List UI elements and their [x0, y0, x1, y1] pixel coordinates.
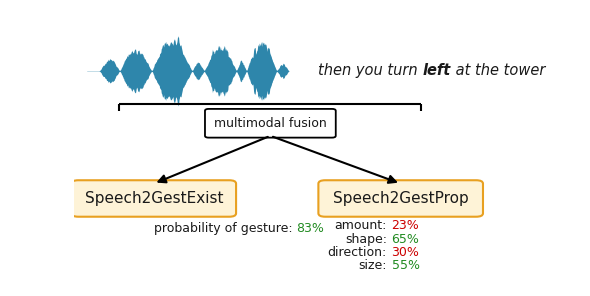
Text: Speech2GestProp: Speech2GestProp	[333, 191, 468, 206]
Text: then you turn: then you turn	[319, 63, 422, 78]
Text: Speech2GestExist: Speech2GestExist	[84, 191, 223, 206]
Text: left: left	[422, 63, 451, 78]
Text: size:: size:	[359, 259, 387, 272]
Text: amount:: amount:	[335, 219, 387, 232]
Text: 30%: 30%	[392, 246, 419, 259]
Text: direction:: direction:	[327, 246, 387, 259]
Text: 55%: 55%	[392, 259, 419, 272]
Text: 65%: 65%	[392, 233, 419, 246]
Text: shape:: shape:	[345, 233, 387, 246]
Text: 83%: 83%	[296, 222, 325, 235]
FancyBboxPatch shape	[319, 180, 483, 217]
Text: at the tower: at the tower	[451, 63, 545, 78]
Text: multimodal fusion: multimodal fusion	[214, 117, 327, 130]
Text: probability of gesture:: probability of gesture:	[154, 222, 296, 235]
FancyBboxPatch shape	[205, 109, 336, 138]
Text: 23%: 23%	[392, 219, 419, 232]
FancyBboxPatch shape	[71, 180, 236, 217]
